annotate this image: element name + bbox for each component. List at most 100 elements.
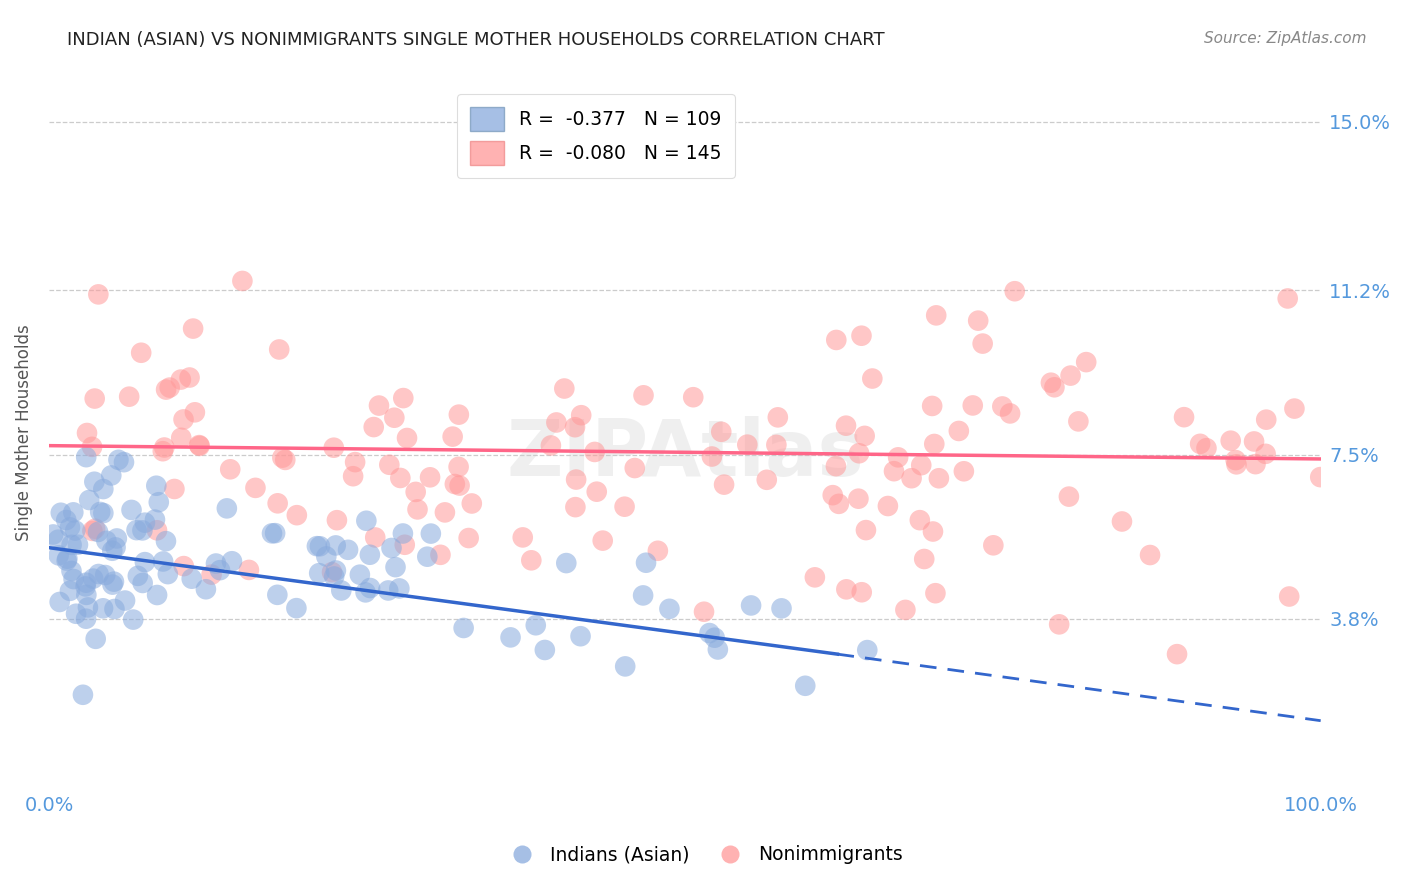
Point	[1189, 437, 1212, 451]
Point	[72, 688, 94, 702]
Point	[1277, 292, 1299, 306]
Point	[309, 539, 332, 553]
Point	[1219, 434, 1241, 448]
Point	[419, 470, 441, 484]
Point	[900, 471, 922, 485]
Point	[363, 420, 385, 434]
Point	[682, 390, 704, 404]
Point	[315, 549, 337, 564]
Point	[46, 533, 69, 547]
Point	[152, 554, 174, 568]
Point	[700, 450, 723, 464]
Point	[146, 588, 169, 602]
Point	[354, 585, 377, 599]
Point	[65, 607, 87, 621]
Point	[48, 595, 70, 609]
Point	[991, 400, 1014, 414]
Point	[392, 391, 415, 405]
Point	[112, 455, 135, 469]
Point	[908, 513, 931, 527]
Point	[155, 383, 177, 397]
Point	[93, 506, 115, 520]
Point	[737, 437, 759, 451]
Point	[274, 453, 297, 467]
Point	[419, 526, 441, 541]
Point	[181, 321, 204, 335]
Point	[76, 425, 98, 440]
Point	[145, 479, 167, 493]
Point	[83, 475, 105, 489]
Point	[146, 523, 169, 537]
Point	[821, 488, 844, 502]
Point	[342, 469, 364, 483]
Point	[444, 477, 467, 491]
Point	[1284, 401, 1306, 416]
Point	[585, 484, 607, 499]
Point	[382, 410, 405, 425]
Point	[42, 527, 65, 541]
Point	[87, 287, 110, 301]
Point	[962, 399, 984, 413]
Point	[851, 585, 873, 599]
Point	[1244, 457, 1267, 471]
Point	[1059, 368, 1081, 383]
Point	[266, 588, 288, 602]
Point	[461, 496, 484, 510]
Point	[998, 406, 1021, 420]
Point	[534, 643, 557, 657]
Point	[1278, 590, 1301, 604]
Point	[188, 439, 211, 453]
Point	[368, 399, 391, 413]
Point	[127, 569, 149, 583]
Point	[134, 555, 156, 569]
Point	[59, 520, 82, 534]
Point	[77, 600, 100, 615]
Point	[60, 538, 83, 552]
Point	[55, 553, 77, 567]
Point	[163, 482, 186, 496]
Point	[77, 493, 100, 508]
Point	[1004, 284, 1026, 298]
Point	[75, 588, 97, 602]
Point	[194, 582, 217, 597]
Point	[101, 577, 124, 591]
Point	[449, 478, 471, 492]
Point	[349, 567, 371, 582]
Point	[755, 473, 778, 487]
Point	[82, 572, 104, 586]
Point	[188, 438, 211, 452]
Point	[851, 328, 873, 343]
Point	[433, 505, 456, 519]
Point	[457, 531, 479, 545]
Point	[860, 371, 883, 385]
Point	[80, 440, 103, 454]
Point	[337, 542, 360, 557]
Point	[828, 497, 851, 511]
Point	[308, 566, 330, 581]
Point	[921, 399, 943, 413]
Point	[1225, 453, 1247, 467]
Point	[173, 559, 195, 574]
Point	[835, 418, 858, 433]
Point	[100, 468, 122, 483]
Point	[121, 503, 143, 517]
Point	[208, 563, 231, 577]
Point	[377, 583, 399, 598]
Point	[129, 345, 152, 359]
Point	[848, 491, 870, 506]
Point	[894, 603, 917, 617]
Point	[245, 481, 267, 495]
Point	[179, 370, 201, 384]
Point	[613, 500, 636, 514]
Point	[91, 601, 114, 615]
Point	[101, 543, 124, 558]
Point	[1047, 617, 1070, 632]
Point	[148, 495, 170, 509]
Point	[447, 459, 470, 474]
Point	[260, 526, 283, 541]
Point	[384, 560, 406, 574]
Point	[912, 552, 935, 566]
Point	[766, 410, 789, 425]
Point	[344, 455, 367, 469]
Point	[103, 602, 125, 616]
